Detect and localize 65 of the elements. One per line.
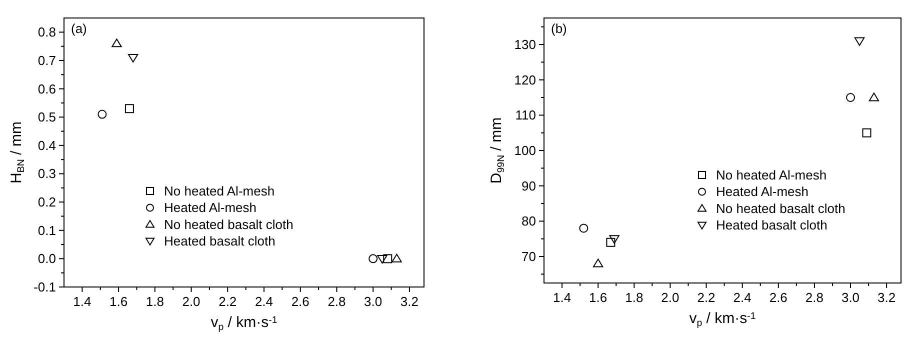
point: [592, 258, 604, 268]
x-tick-label: 1.6: [110, 294, 128, 309]
point: [606, 238, 616, 247]
legend-label: No heated Al-mesh: [716, 168, 827, 182]
y-tick-label: 100: [514, 143, 536, 158]
x-tick-label: 2.8: [805, 290, 824, 305]
x-tick-label: 1.4: [552, 290, 572, 305]
y-tick-label: -0.1: [34, 280, 56, 294]
x-tick-label: 2.2: [697, 290, 716, 305]
y-tick-label: 0.0: [38, 251, 56, 266]
point: [868, 92, 880, 102]
x-tick-label: 3.0: [364, 294, 382, 309]
point: [112, 38, 122, 48]
x-tick-label: 1.6: [589, 290, 608, 305]
legend-label: No heated basalt cloth: [164, 216, 294, 232]
point: [392, 254, 402, 262]
annotation: (b): [551, 21, 567, 36]
legend-label: Heated Al-mesh: [716, 184, 808, 200]
y-tick-label: 0.7: [38, 52, 56, 68]
point: [383, 254, 392, 264]
x-axis-title: v$_{p}$ / km·s$^{-1}$: [689, 310, 756, 329]
legend-label: Heated basalt cloth: [164, 234, 276, 249]
point: [98, 110, 107, 119]
y-tick-label: 120: [514, 72, 536, 88]
x-tick-label: 2.6: [769, 290, 788, 305]
x-axis-title: v$_{p}$ / km·s$^{-1}$: [210, 314, 278, 333]
x-tick-label: 2.4: [254, 294, 274, 309]
x-tick-label: 2.0: [661, 290, 680, 305]
x-tick-label: 2.0: [182, 294, 200, 309]
y-tick-label: 110: [515, 108, 536, 123]
x-tick-label: 1.8: [146, 294, 164, 309]
x-tick-label: 3.2: [878, 290, 896, 305]
x-tick-label: 2.4: [733, 290, 752, 305]
legend-label: Heated Al-mesh: [164, 200, 256, 216]
annotation: (a): [71, 21, 87, 36]
x-tick-label: 2.8: [328, 294, 346, 309]
point: [862, 128, 872, 138]
point: [854, 37, 865, 46]
y-tick-label: 0.8: [38, 24, 56, 40]
point: [128, 54, 138, 63]
legend-label: No heated basalt cloth: [716, 200, 846, 216]
x-tick-label: 2.6: [291, 294, 310, 309]
y-tick-label: 0.1: [38, 222, 56, 238]
y-tick-label: 70: [522, 249, 536, 264]
y-tick-label: 0.2: [38, 194, 56, 210]
y-tick-label: 0.4: [38, 138, 56, 153]
point: [368, 254, 378, 264]
y-tick-label: 0.6: [38, 81, 56, 96]
y-tick-label: 0.3: [38, 166, 56, 182]
y-tick-label: 90: [522, 178, 536, 194]
y-tick-label: 130: [514, 37, 536, 52]
legend-label: No heated Al-mesh: [164, 184, 275, 198]
point: [609, 235, 620, 244]
x-tick-label: 2.2: [218, 294, 237, 309]
x-tick-label: 1.8: [625, 290, 644, 305]
x-tick-label: 3.0: [841, 290, 860, 305]
y-tick-label: 80: [522, 214, 536, 229]
x-tick-label: 3.2: [400, 294, 418, 309]
point: [124, 104, 134, 114]
legend-label: Heated basalt cloth: [716, 218, 828, 233]
point: [846, 93, 856, 102]
y-tick-label: 0.5: [38, 110, 56, 125]
point: [579, 224, 588, 233]
x-tick-label: 1.4: [73, 294, 92, 309]
point: [377, 254, 388, 264]
